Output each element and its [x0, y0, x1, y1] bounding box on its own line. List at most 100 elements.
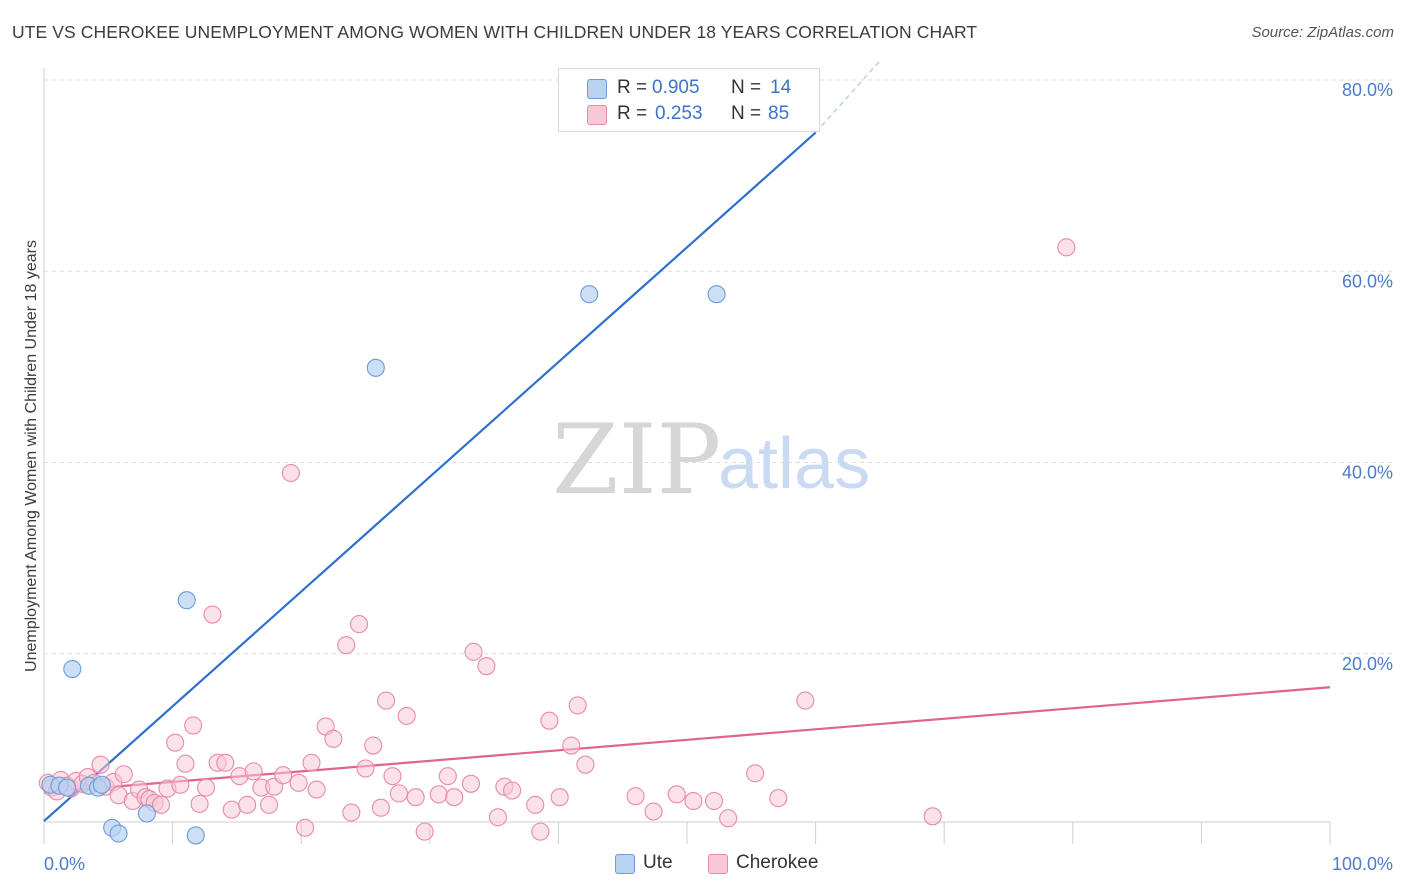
cherokee-point-63 — [477, 657, 496, 676]
cherokee-point-54 — [389, 784, 408, 803]
cherokee-point-22 — [166, 733, 185, 752]
cherokee-point-62 — [464, 642, 483, 661]
cherokee-point-51 — [371, 798, 390, 817]
y-tick-label-20: 20.0% — [1342, 654, 1393, 674]
cherokee-point-80 — [746, 764, 765, 783]
cherokee-point-50 — [364, 736, 383, 755]
cherokee-point-49 — [356, 759, 375, 778]
y-tick-label-40: 40.0% — [1342, 463, 1393, 483]
ute-point-10 — [177, 591, 196, 610]
ute-legend-swatch — [615, 854, 635, 874]
ute-point-2 — [58, 778, 77, 797]
cherokee-point-79 — [719, 809, 738, 828]
ute-point-13 — [580, 285, 599, 304]
cherokee-point-14 — [114, 765, 133, 784]
watermark: ZIP atlas — [552, 404, 870, 516]
cherokee-point-34 — [244, 762, 263, 781]
cherokee-point-23 — [171, 775, 190, 794]
cherokee-point-10 — [91, 755, 110, 774]
cherokee-legend-swatch — [708, 854, 728, 874]
cherokee-point-39 — [281, 463, 300, 483]
watermark-atlas: atlas — [718, 424, 870, 504]
y-tick-labels: 20.0% 40.0% 60.0% 80.0% — [1342, 80, 1393, 674]
cherokee-point-30 — [216, 753, 235, 772]
ute-trend-line — [43, 131, 817, 822]
cherokee-n-label: N = — [731, 103, 762, 124]
watermark-zip: ZIP — [552, 404, 721, 516]
cherokee-n-value: 85 — [768, 103, 790, 124]
cherokee-point-69 — [540, 711, 559, 730]
y-tick-label-80: 80.0% — [1342, 80, 1393, 100]
cherokee-point-77 — [684, 791, 703, 811]
cherokee-point-31 — [222, 800, 241, 819]
cherokee-point-58 — [429, 785, 448, 804]
cherokee-point-76 — [667, 785, 686, 804]
cherokee-point-74 — [626, 787, 645, 806]
cherokee-point-40 — [289, 773, 308, 792]
ute-swatch — [587, 79, 607, 99]
cherokee-point-20 — [151, 795, 171, 814]
cherokee-point-43 — [307, 780, 326, 799]
cherokee-point-70 — [550, 788, 569, 807]
cherokee-r-label: R = — [617, 103, 648, 124]
ute-point-12 — [366, 358, 385, 377]
cherokee-point-73 — [576, 755, 595, 774]
cherokee-point-53 — [383, 767, 402, 786]
x-tick-label-max: 100.0% — [1332, 854, 1393, 874]
cherokee-point-61 — [461, 774, 481, 793]
ute-trend-extension — [815, 60, 881, 133]
cherokee-point-41 — [296, 818, 315, 837]
ute-r-value: 0.905 — [652, 77, 700, 98]
ute-n-value: 14 — [770, 77, 792, 98]
cherokee-point-83 — [923, 807, 942, 826]
cherokee-point-24 — [176, 754, 195, 773]
cherokee-point-45 — [324, 729, 343, 748]
cherokee-point-55 — [397, 706, 416, 725]
stats-legend: R = 0.905 N = 14 R = 0.253 N = 85 — [558, 68, 820, 132]
cherokee-point-64 — [488, 808, 508, 827]
cherokee-point-59 — [438, 767, 457, 786]
chart-title: UTE VS CHEROKEE UNEMPLOYMENT AMONG WOMEN… — [12, 22, 978, 42]
cherokee-legend-label: Cherokee — [736, 852, 819, 873]
cherokee-point-75 — [644, 802, 663, 821]
cherokee-point-57 — [415, 822, 434, 841]
ute-legend-label: Ute — [643, 852, 673, 873]
cherokee-point-72 — [568, 696, 587, 715]
cherokee-point-46 — [337, 636, 356, 655]
y-axis-label: Unemployment Among Women with Children U… — [23, 240, 40, 672]
cherokee-point-27 — [196, 778, 216, 797]
cherokee-point-81 — [769, 789, 788, 808]
cherokee-point-71 — [562, 736, 581, 755]
x-tick-label-min: 0.0% — [44, 854, 85, 874]
cherokee-point-38 — [274, 766, 293, 785]
cherokee-point-66 — [503, 781, 522, 800]
cherokee-point-48 — [350, 615, 369, 634]
cherokee-point-36 — [259, 795, 279, 814]
ute-r-label: R = — [617, 77, 648, 98]
ute-point-8 — [109, 824, 128, 843]
cherokee-point-42 — [302, 753, 321, 772]
source-credit: Source: ZipAtlas.com — [1251, 24, 1394, 41]
cherokee-point-52 — [377, 691, 396, 710]
cherokee-point-56 — [406, 788, 425, 807]
cherokee-point-67 — [526, 795, 545, 814]
cherokee-point-60 — [445, 788, 464, 807]
cherokee-point-84 — [1057, 238, 1076, 257]
cherokee-point-68 — [531, 822, 550, 841]
cherokee-point-82 — [796, 691, 815, 710]
cherokee-point-28 — [203, 605, 222, 624]
cherokee-point-33 — [238, 795, 257, 814]
ute-point-3 — [63, 659, 82, 679]
cherokee-point-78 — [704, 791, 724, 811]
y-tick-label-60: 60.0% — [1342, 271, 1393, 291]
cherokee-point-26 — [190, 794, 209, 813]
cherokee-swatch — [587, 105, 607, 125]
ute-point-14 — [707, 285, 726, 304]
data-points — [38, 238, 1076, 845]
ute-point-9 — [137, 804, 156, 823]
cherokee-point-47 — [342, 803, 361, 822]
ute-point-11 — [186, 826, 205, 845]
ute-point-6 — [92, 775, 111, 794]
grid-lines — [44, 79, 1392, 655]
